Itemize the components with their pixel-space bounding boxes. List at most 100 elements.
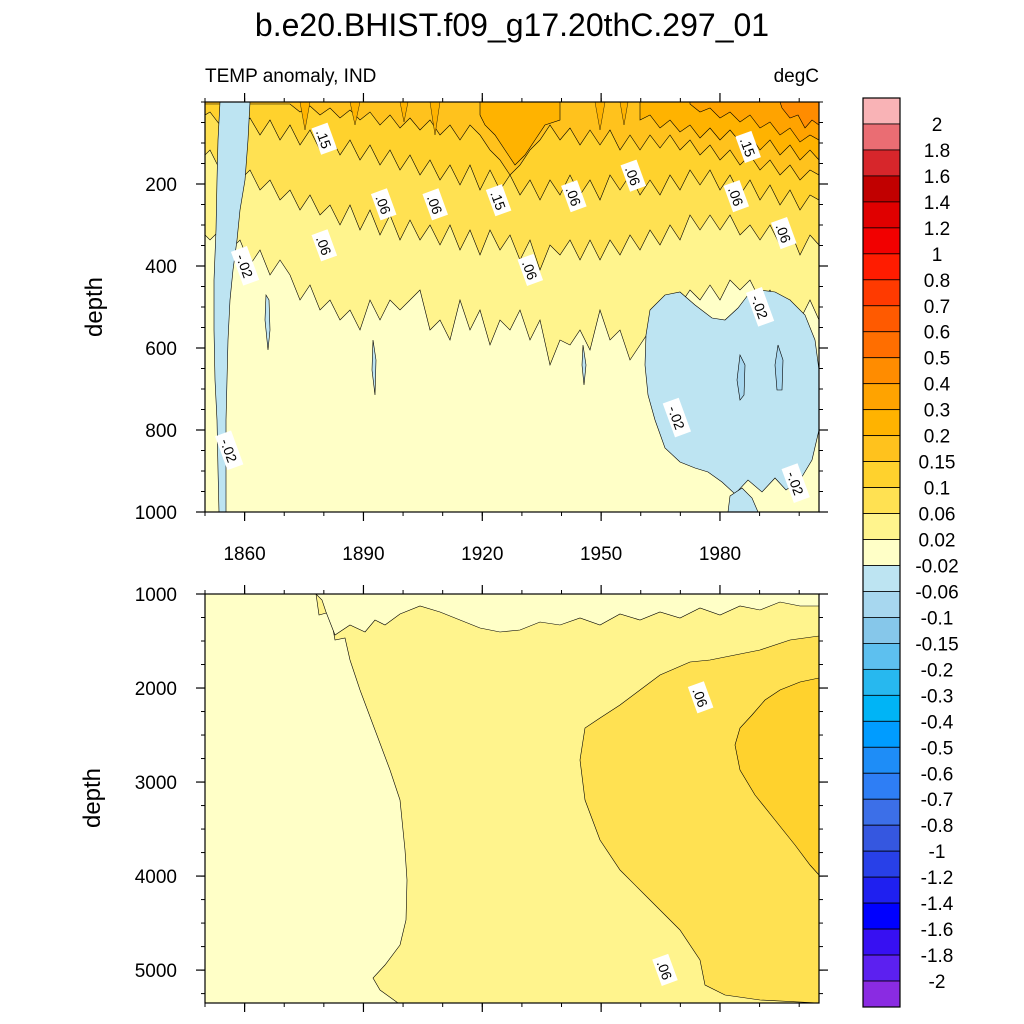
contour-label: -.02 xyxy=(230,246,260,286)
contour-label-text: .06 xyxy=(725,184,747,208)
x-tick-label: 1920 xyxy=(461,544,503,565)
y-tick-label: 1000 xyxy=(135,585,177,606)
contour-label-text: .06 xyxy=(313,234,335,258)
upper-fill-negative-dot2 xyxy=(581,344,587,386)
contour-label-text: -.02 xyxy=(784,469,807,497)
colorbar-label: 1.8 xyxy=(924,141,950,162)
y-tick-label: 800 xyxy=(145,421,177,442)
colorbar-swatch xyxy=(862,565,901,592)
y-tick-label: 600 xyxy=(145,339,177,360)
colorbar-swatch xyxy=(862,591,901,618)
colorbar-label: 0.2 xyxy=(924,427,950,448)
contour-label-box xyxy=(687,681,714,714)
contour-label: -.02 xyxy=(781,463,810,503)
colorbar-swatch xyxy=(862,824,901,852)
contour-label-text: .06 xyxy=(773,221,795,245)
colorbar-swatch xyxy=(862,643,901,670)
contour-label-box xyxy=(662,397,692,438)
contour-label-box xyxy=(771,216,797,250)
contour-label-box xyxy=(620,159,647,192)
colorbar-swatch xyxy=(862,461,901,488)
upper-fill-band-0.2 xyxy=(479,102,819,166)
colorbar-swatch xyxy=(862,668,901,696)
y-tick-label: 4000 xyxy=(135,867,177,888)
upper-panel-contour-labels: .15 .06 .06 .15 .06 .06 .15 .06 .06 .06 .06 -.02 -.0… xyxy=(215,122,810,503)
contour-label-text: -.02 xyxy=(217,436,240,464)
contour-label-box xyxy=(735,130,761,163)
contour-label: .06 xyxy=(687,681,714,714)
colorbar-swatch xyxy=(862,617,901,644)
colorbar-label: 0.8 xyxy=(924,271,950,292)
colorbar-label: -0.2 xyxy=(921,660,954,681)
y-tick-label: 200 xyxy=(145,175,177,196)
contour-label: .06 xyxy=(723,180,750,213)
colorbar-swatch xyxy=(862,487,901,514)
colorbar-swatch xyxy=(862,435,901,462)
colorbar-swatch xyxy=(862,746,901,774)
colorbar-label: -0.7 xyxy=(921,790,954,811)
lower-panel-contour-labels: .06 .06 xyxy=(652,681,714,986)
lower-fill-band-0.1 xyxy=(734,677,819,876)
colorbar-label: 2 xyxy=(932,115,943,136)
contour-label-text: -.02 xyxy=(233,252,256,280)
colorbar-label: 0.06 xyxy=(919,505,956,526)
upper-fill-negative-right xyxy=(644,289,819,495)
colorbar-swatch xyxy=(862,928,901,956)
y-tick-label: 5000 xyxy=(135,961,177,982)
upper-fill-negative-stripe xyxy=(264,293,271,351)
contour-label-box xyxy=(311,122,338,155)
upper-fill-band-0.4 xyxy=(779,102,819,129)
colorbar-label: 0.1 xyxy=(924,479,950,500)
colorbar-label: -1.4 xyxy=(921,894,954,915)
colorbar-swatch xyxy=(862,798,901,826)
contour-label: .06 xyxy=(370,188,397,221)
contour-label: .15 xyxy=(735,130,761,163)
lower-panel-ylabel: depth xyxy=(79,768,106,828)
colorbar-label: 1.4 xyxy=(924,193,951,214)
contour-label-box xyxy=(652,953,678,986)
colorbar-label: -0.06 xyxy=(915,582,958,603)
colorbar-swatch xyxy=(862,97,901,125)
y-tick-label: 400 xyxy=(145,257,177,278)
colorbar-swatch xyxy=(862,694,901,722)
chart-title: b.e20.BHIST.f09_g17.20thC.297_01 xyxy=(255,7,769,43)
colorbar-label: -1.6 xyxy=(921,920,954,941)
upper-panel-ticks: 200 400 600 800 1000 xyxy=(135,93,828,524)
contour-label: .06 xyxy=(422,188,449,221)
colorbar-swatch xyxy=(862,409,901,437)
colorbar-label: -0.1 xyxy=(921,608,954,629)
colorbar-label: -0.4 xyxy=(921,712,954,733)
colorbar-label: -1.2 xyxy=(921,868,954,889)
contour-label-box xyxy=(215,430,244,471)
contour-label-text: .15 xyxy=(487,189,509,213)
colorbar-swatch xyxy=(862,253,901,281)
colorbar-label: 0.7 xyxy=(924,297,950,318)
colorbar-swatch xyxy=(862,720,901,748)
colorbar-label: 0.4 xyxy=(924,375,951,396)
colorbar-label: 0.15 xyxy=(919,453,956,474)
contour-label-box xyxy=(485,184,512,217)
colorbar-swatch xyxy=(862,876,901,904)
contour-label-box xyxy=(311,229,338,262)
x-tick-label: 1980 xyxy=(699,544,741,565)
upper-panel-ylabel: depth xyxy=(81,277,108,337)
colorbar-label: 1.2 xyxy=(924,219,950,240)
contour-label-text: -.02 xyxy=(748,293,771,321)
contour-label-box xyxy=(745,287,775,327)
colorbar-swatch xyxy=(862,201,901,229)
colorbar-label: -1 xyxy=(929,842,946,863)
lower-fill-band-0.02-top xyxy=(315,594,819,636)
contour-label-text: .15 xyxy=(737,135,759,159)
colorbar-swatch xyxy=(862,513,901,540)
x-tick-label: 1950 xyxy=(580,544,622,565)
contour-label-text: .06 xyxy=(689,686,711,710)
colorbar-swatch xyxy=(862,772,901,800)
contour-label-box xyxy=(781,463,810,503)
colorbar-swatch xyxy=(862,227,901,255)
colorbar-label: -0.02 xyxy=(915,556,958,577)
lower-panel-ticks: 1000 2000 3000 4000 5000 xyxy=(135,585,828,1012)
units-label: degC xyxy=(774,66,819,87)
colorbar-swatch xyxy=(862,305,901,333)
contour-label-text: .06 xyxy=(622,164,644,188)
colorbar-label: 0.6 xyxy=(924,323,950,344)
